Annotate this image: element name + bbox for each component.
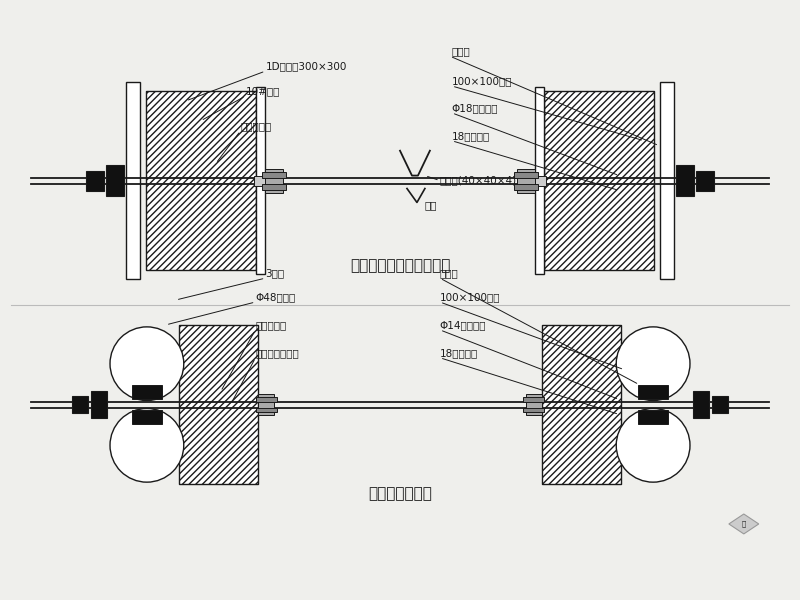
Circle shape bbox=[110, 409, 184, 482]
Text: 3型卡: 3型卡 bbox=[266, 268, 285, 278]
Bar bbox=[91, 391, 107, 418]
Text: Φ48的钢管: Φ48的钢管 bbox=[255, 292, 296, 302]
Text: 18厚木胶板: 18厚木胶板 bbox=[452, 131, 490, 141]
Bar bbox=[545, 91, 654, 270]
Bar bbox=[696, 170, 714, 191]
Text: 焊接: 焊接 bbox=[425, 200, 438, 211]
Polygon shape bbox=[729, 514, 758, 534]
Bar bbox=[86, 170, 104, 191]
Text: Φ14对拉螺栓: Φ14对拉螺栓 bbox=[440, 320, 486, 330]
Bar bbox=[132, 385, 162, 398]
Bar bbox=[660, 82, 674, 279]
Bar bbox=[106, 164, 124, 196]
Bar bbox=[542, 325, 622, 484]
Bar bbox=[255, 87, 266, 274]
Text: 剪力墙对拉螺栓: 剪力墙对拉螺栓 bbox=[368, 487, 432, 502]
Bar bbox=[545, 91, 654, 270]
Bar bbox=[178, 325, 258, 484]
Bar bbox=[514, 184, 538, 190]
Bar bbox=[132, 410, 162, 424]
Bar bbox=[146, 91, 255, 270]
Circle shape bbox=[616, 409, 690, 482]
Text: 预埋塑料件: 预埋塑料件 bbox=[241, 121, 272, 131]
Bar bbox=[178, 325, 258, 484]
Text: 螺栓外塑料套管: 螺栓外塑料套管 bbox=[255, 348, 299, 358]
Bar bbox=[72, 395, 88, 413]
Bar bbox=[533, 176, 546, 185]
Text: 10#槽钢: 10#槽钢 bbox=[246, 86, 280, 96]
Bar bbox=[534, 87, 545, 274]
Bar bbox=[712, 395, 728, 413]
Text: 100×100木方: 100×100木方 bbox=[452, 76, 512, 86]
Bar bbox=[262, 184, 286, 190]
Text: 双螺母: 双螺母 bbox=[452, 46, 470, 56]
Bar bbox=[676, 164, 694, 196]
Text: 1D厚销板300×300: 1D厚销板300×300 bbox=[266, 61, 347, 71]
Bar bbox=[146, 91, 255, 270]
Circle shape bbox=[110, 327, 184, 401]
Bar bbox=[262, 172, 286, 178]
Text: Φ18对拉螺栓: Φ18对拉螺栓 bbox=[452, 103, 498, 113]
Text: 100×100木方: 100×100木方 bbox=[440, 292, 500, 302]
Circle shape bbox=[616, 327, 690, 401]
Bar bbox=[258, 394, 274, 415]
Text: 地下室外墙对拉螺栓做法: 地下室外墙对拉螺栓做法 bbox=[350, 257, 450, 272]
Text: 止水片(40×40×4): 止水片(40×40×4) bbox=[440, 176, 517, 185]
Bar bbox=[254, 176, 267, 185]
Bar bbox=[266, 169, 283, 193]
Text: 双螺母: 双螺母 bbox=[440, 268, 458, 278]
Bar bbox=[522, 397, 545, 401]
Bar bbox=[542, 325, 622, 484]
Text: 土: 土 bbox=[742, 521, 746, 527]
Bar bbox=[126, 82, 140, 279]
Bar bbox=[255, 397, 278, 401]
Bar bbox=[517, 169, 534, 193]
Bar bbox=[638, 410, 668, 424]
Bar bbox=[255, 407, 278, 412]
Bar bbox=[522, 407, 545, 412]
Bar bbox=[693, 391, 709, 418]
Text: 预埋塑料件: 预埋塑料件 bbox=[255, 320, 286, 330]
Bar bbox=[514, 172, 538, 178]
Bar bbox=[638, 385, 668, 398]
Text: 18厚木胶板: 18厚木胶板 bbox=[440, 348, 478, 358]
Bar bbox=[526, 394, 542, 415]
